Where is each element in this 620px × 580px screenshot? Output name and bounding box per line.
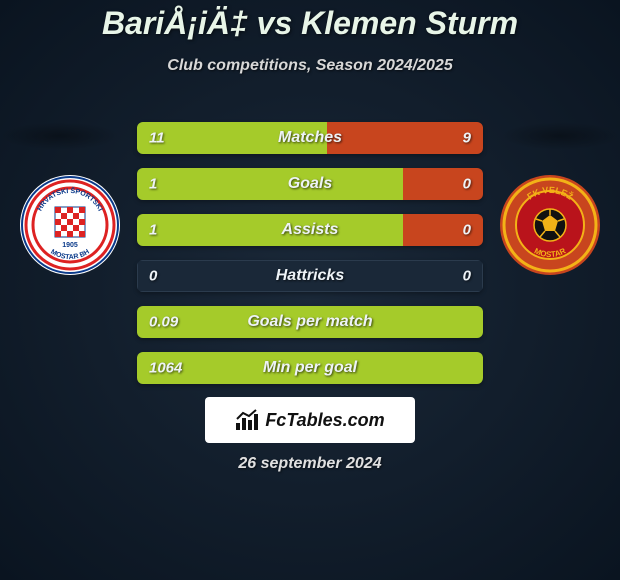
brand-chart-icon [235, 409, 261, 431]
right-logo-shadow [500, 122, 620, 150]
left-team-logo: HRVATSKI ŠPORTSKI MOSTAR BH 1905 [20, 175, 120, 275]
stat-label-wrap: Assists [137, 214, 483, 246]
velez-crest-icon: FK VELEŽ MOSTAR [500, 175, 600, 275]
right-team-logo: FK VELEŽ MOSTAR [500, 175, 600, 275]
stat-value-right: 0 [463, 222, 471, 239]
stat-value-left: 0.09 [149, 314, 178, 331]
stat-label-wrap: Matches [137, 122, 483, 154]
stat-label: Min per goal [263, 359, 357, 377]
stat-row: Matches 11 9 [137, 122, 483, 154]
stat-value-right: 0 [463, 268, 471, 285]
stat-label-wrap: Min per goal [137, 352, 483, 384]
brand-box: FcTables.com [205, 397, 415, 443]
stat-value-right: 9 [463, 130, 471, 147]
stat-label: Goals [288, 175, 332, 193]
stat-label: Assists [282, 221, 339, 239]
stat-row: Assists 1 0 [137, 214, 483, 246]
stat-row: Min per goal 1064 [137, 352, 483, 384]
stat-label: Matches [278, 129, 342, 147]
subtitle: Club competitions, Season 2024/2025 [0, 57, 620, 75]
stat-value-left: 11 [149, 130, 165, 147]
stat-value-left: 1064 [149, 360, 182, 377]
date-line: 26 september 2024 [0, 455, 620, 473]
stat-row: Hattricks 0 0 [137, 260, 483, 292]
stat-label-wrap: Goals per match [137, 306, 483, 338]
stat-label-wrap: Goals [137, 168, 483, 200]
stat-row: Goals 1 0 [137, 168, 483, 200]
stat-row: Goals per match 0.09 [137, 306, 483, 338]
zrinjski-crest-icon: HRVATSKI ŠPORTSKI MOSTAR BH 1905 [20, 175, 120, 275]
page-title: BariÅ¡iÄ‡ vs Klemen Sturm [0, 0, 620, 42]
left-logo-shadow [0, 122, 120, 150]
stat-label: Hattricks [276, 267, 344, 285]
stat-value-left: 1 [149, 176, 157, 193]
stats-container: Matches119Goals10Assists10Hattricks00Goa… [137, 122, 483, 398]
stat-label-wrap: Hattricks [137, 260, 483, 292]
brand-text: FcTables.com [265, 410, 384, 431]
stat-value-left: 0 [149, 268, 157, 285]
svg-text:1905: 1905 [62, 242, 78, 249]
stat-value-left: 1 [149, 222, 157, 239]
stat-value-right: 0 [463, 176, 471, 193]
stat-label: Goals per match [247, 313, 372, 331]
